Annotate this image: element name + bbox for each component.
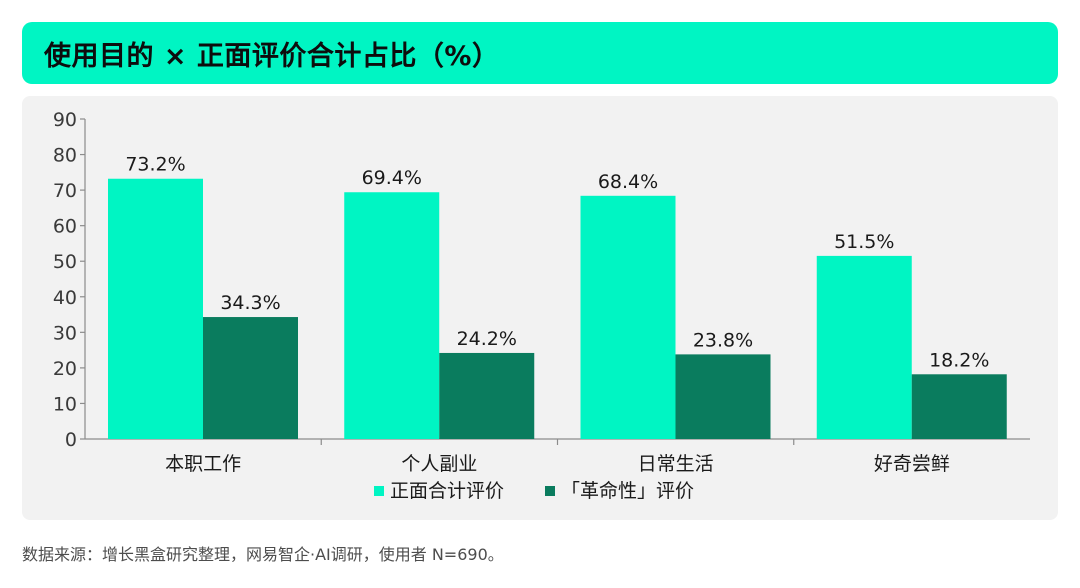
y-tick-label: 10 xyxy=(53,393,77,415)
x-category-label: 好奇尝鲜 xyxy=(874,453,950,475)
y-tick-label: 40 xyxy=(53,287,77,309)
bar-positive xyxy=(580,195,676,439)
data-label: 24.2% xyxy=(457,328,517,350)
title-bar: 使用目的 × 正面评价合计占比（%） xyxy=(22,22,1058,84)
bar-revolutionary xyxy=(439,352,535,439)
y-tick-label: 0 xyxy=(65,429,77,451)
chart-title: 使用目的 × 正面评价合计占比（%） xyxy=(44,40,500,72)
bar-positive xyxy=(816,255,912,439)
data-label: 68.4% xyxy=(598,171,658,193)
data-label: 51.5% xyxy=(834,231,894,253)
x-category-label: 个人副业 xyxy=(401,453,477,475)
data-label: 23.8% xyxy=(693,329,753,351)
data-label: 73.2% xyxy=(125,154,185,176)
source-note: 数据来源：增长黑盒研究整理，网易智企·AI调研，使用者 N=690。 xyxy=(22,545,504,564)
y-tick-label: 90 xyxy=(53,109,77,131)
data-label: 34.3% xyxy=(220,292,280,314)
bar-revolutionary xyxy=(911,374,1007,439)
legend-label-positive: 正面合计评价 xyxy=(390,480,504,502)
legend-label-revolutionary: 「革命性」评价 xyxy=(561,480,694,502)
y-tick-label: 20 xyxy=(53,358,77,380)
bar-revolutionary xyxy=(675,354,771,439)
bar-revolutionary xyxy=(203,317,298,439)
x-category-label: 本职工作 xyxy=(165,453,241,475)
y-tick-label: 80 xyxy=(53,145,77,167)
legend-swatch-revolutionary xyxy=(545,486,555,496)
y-tick-label: 50 xyxy=(53,251,77,273)
bar-positive xyxy=(108,178,203,439)
y-tick-label: 60 xyxy=(53,216,77,238)
data-label: 18.2% xyxy=(929,349,989,371)
y-tick-label: 30 xyxy=(53,322,77,344)
bar-positive xyxy=(344,192,440,439)
x-category-label: 日常生活 xyxy=(638,453,714,475)
data-label: 69.4% xyxy=(362,167,422,189)
bar-chart: 0 10 20 30 40 50 60 70 80 90 73.2% 34.3% 本职工作 69.4% 24… xyxy=(53,109,1030,502)
chart-panel: 0 10 20 30 40 50 60 70 80 90 73.2% 34.3% 本职工作 69.4% 24… xyxy=(22,96,1058,520)
legend-swatch-positive xyxy=(374,486,384,496)
y-tick-label: 70 xyxy=(53,180,77,202)
